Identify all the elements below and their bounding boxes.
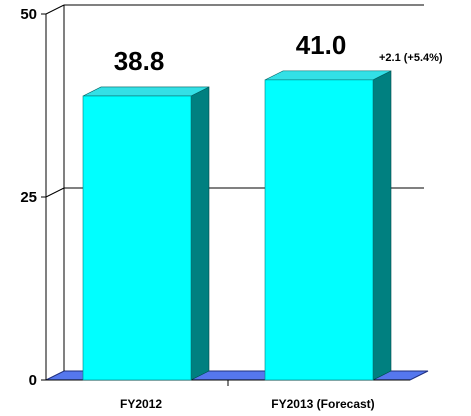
value-label-1: 41.0: [296, 30, 347, 60]
y-tick-label-50: 50: [20, 6, 37, 23]
category-label-0: FY2012: [120, 397, 162, 411]
bar-0: [82, 95, 192, 381]
bar-side-1: [372, 70, 392, 381]
category-label-1: FY2013 (Forecast): [271, 397, 374, 411]
bar-top-1: [264, 70, 392, 81]
y-tick-label-0: 0: [29, 372, 37, 389]
bar-top-0: [82, 86, 210, 97]
change-annotation: +2.1 (+5.4%): [379, 52, 443, 64]
gridline-depth-50: [45, 4, 65, 15]
gridline-depth-25: [45, 187, 65, 198]
bar-1: [264, 79, 374, 381]
value-label-0: 38.8: [114, 46, 165, 76]
y-tick-label-25: 25: [20, 189, 37, 206]
bar-side-0: [190, 86, 210, 381]
